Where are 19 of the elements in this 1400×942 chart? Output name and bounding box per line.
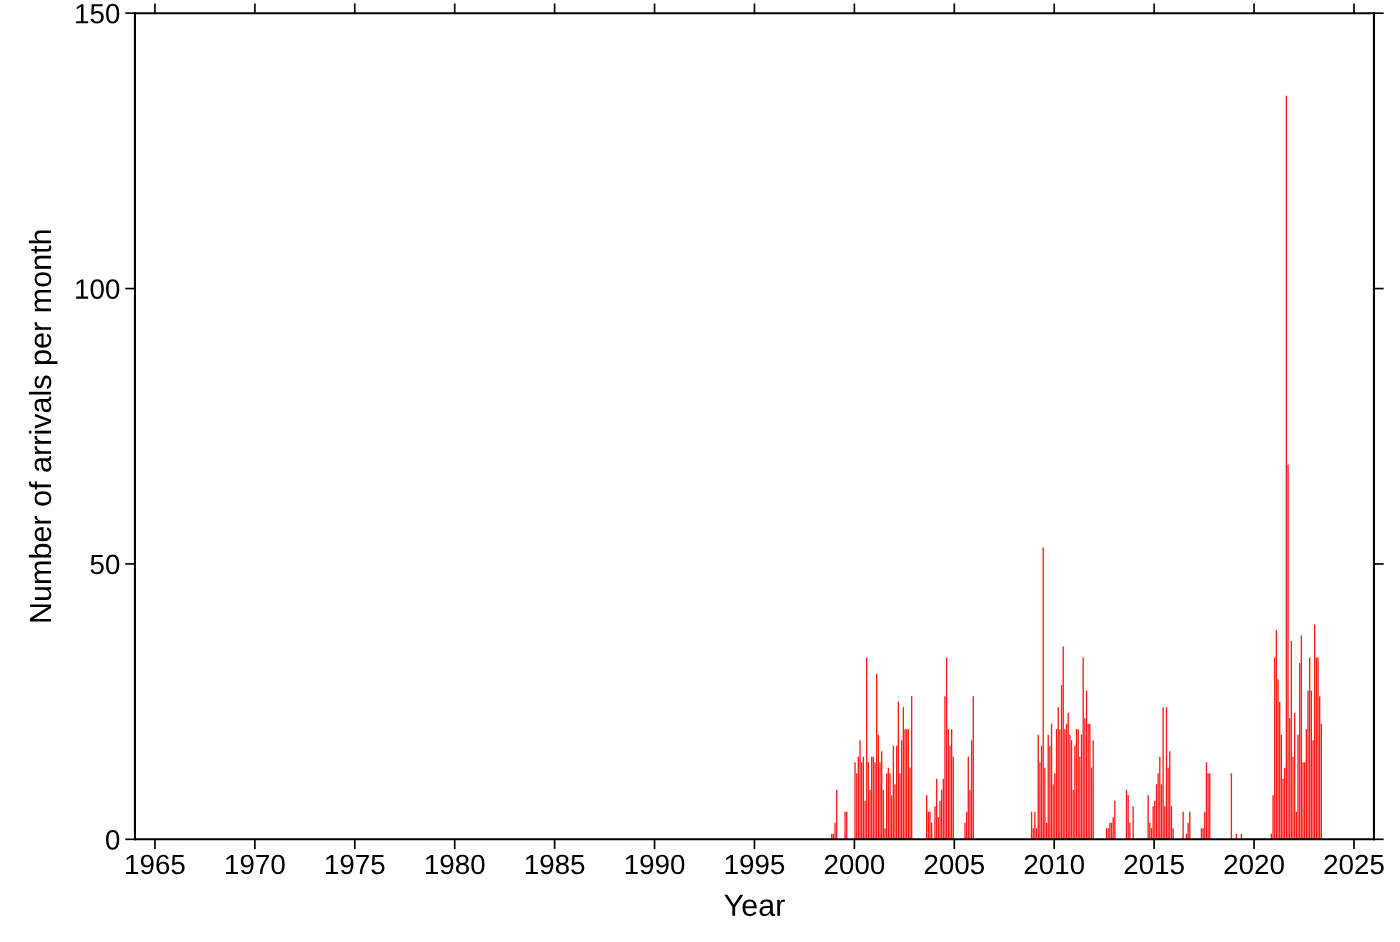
x-tick-label: 1965 (126, 854, 185, 875)
x-tick-label: 1970 (226, 854, 285, 875)
y-axis-title: Number of arrivals per month (28, 230, 58, 622)
y-tick-label: 150 (76, 3, 120, 24)
x-tick-label: 2010 (1024, 854, 1085, 875)
x-tick-label: 1980 (425, 854, 485, 875)
x-tick-label: 2025 (1324, 854, 1384, 875)
x-tick-label: 2000 (824, 854, 885, 875)
x-tick-label: 2005 (924, 854, 985, 875)
x-tick-label: 2020 (1224, 854, 1284, 875)
x-tick-label: 1990 (625, 854, 685, 875)
x-axis-title: Year (724, 894, 785, 917)
x-tick-label: 2015 (1124, 854, 1184, 875)
x-tick-label: 1975 (326, 854, 385, 875)
x-tick-label: 1985 (525, 854, 585, 875)
x-tick-label: 1995 (725, 854, 785, 875)
y-tick-label: 100 (76, 279, 120, 299)
y-tick-label: 0 (106, 829, 120, 850)
y-tick-label: 50 (90, 554, 120, 575)
